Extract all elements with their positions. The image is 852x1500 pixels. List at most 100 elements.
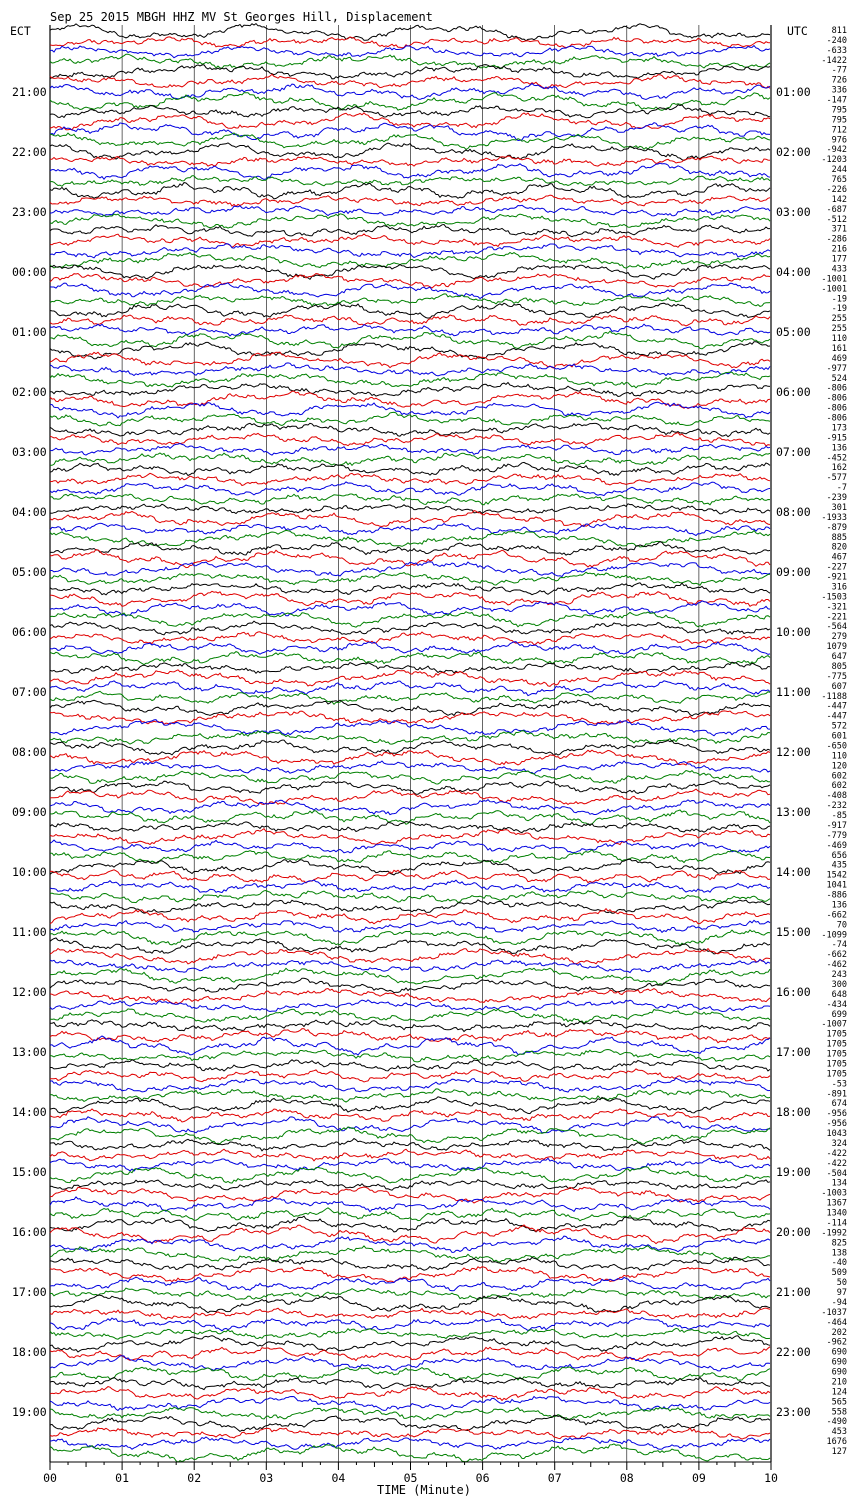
trace-offset-label: 1676 bbox=[827, 1437, 847, 1447]
trace-119 bbox=[49, 1207, 771, 1222]
trace-115 bbox=[49, 1166, 771, 1184]
trace-offset-label: -806 bbox=[827, 384, 847, 394]
trace-66 bbox=[49, 680, 771, 697]
trace-47 bbox=[49, 493, 771, 506]
trace-138 bbox=[49, 1395, 771, 1412]
trace-123 bbox=[49, 1245, 771, 1263]
trace-0 bbox=[49, 22, 771, 42]
trace-offset-label: -577 bbox=[827, 473, 847, 483]
trace-offset-label: 607 bbox=[832, 682, 847, 692]
chart-title: Sep 25 2015 MBGH HHZ MV St Georges Hill,… bbox=[50, 10, 433, 24]
trace-129 bbox=[49, 1307, 771, 1320]
left-hour-label: 04:00 bbox=[12, 505, 47, 519]
trace-offset-label: -650 bbox=[827, 741, 847, 751]
trace-45 bbox=[49, 472, 771, 487]
trace-96 bbox=[49, 977, 771, 994]
trace-offset-label: -77 bbox=[832, 66, 847, 76]
trace-offset-label: 811 bbox=[832, 26, 847, 36]
trace-64 bbox=[49, 661, 771, 675]
trace-15 bbox=[49, 175, 771, 187]
trace-42 bbox=[49, 442, 771, 456]
trace-4 bbox=[49, 64, 771, 80]
trace-offset-label: 690 bbox=[832, 1348, 847, 1358]
trace-offset-label: 648 bbox=[832, 990, 847, 1000]
trace-offset-label: 524 bbox=[832, 374, 847, 384]
trace-offset-label: -240 bbox=[827, 36, 847, 46]
trace-13 bbox=[49, 155, 771, 167]
right-hour-label: 21:00 bbox=[776, 1285, 811, 1299]
trace-9 bbox=[49, 112, 771, 131]
trace-offset-label: -94 bbox=[832, 1298, 847, 1308]
left-hour-label: 07:00 bbox=[12, 685, 47, 699]
trace-104 bbox=[50, 1059, 771, 1072]
trace-offset-label: -19 bbox=[832, 304, 847, 314]
right-hour-label: 16:00 bbox=[776, 985, 811, 999]
trace-offset-label: 1079 bbox=[827, 642, 847, 652]
trace-offset-label: 1041 bbox=[827, 881, 847, 891]
trace-offset-label: 136 bbox=[832, 443, 847, 453]
trace-offset-label: -19 bbox=[832, 294, 847, 304]
trace-18 bbox=[49, 204, 771, 217]
trace-offset-label: -434 bbox=[827, 1000, 847, 1010]
trace-5 bbox=[49, 73, 771, 90]
trace-35 bbox=[49, 371, 771, 389]
trace-offset-label: 124 bbox=[832, 1387, 847, 1397]
x-tick-label: 09 bbox=[692, 1471, 706, 1485]
trace-93 bbox=[49, 947, 771, 965]
right-hour-label: 06:00 bbox=[776, 385, 811, 399]
trace-offset-label: -504 bbox=[827, 1169, 847, 1179]
trace-54 bbox=[50, 561, 771, 578]
trace-offset-label: 138 bbox=[832, 1248, 847, 1258]
trace-124 bbox=[49, 1256, 771, 1271]
trace-67 bbox=[49, 690, 771, 706]
trace-65 bbox=[49, 669, 771, 687]
right-hour-label: 09:00 bbox=[776, 565, 811, 579]
left-hour-label: 15:00 bbox=[12, 1165, 47, 1179]
right-hour-label: 22:00 bbox=[776, 1345, 811, 1359]
left-hour-label: 22:00 bbox=[12, 145, 47, 159]
trace-offset-label: -422 bbox=[827, 1149, 847, 1159]
trace-offset-label: 1542 bbox=[827, 871, 847, 881]
trace-111 bbox=[49, 1126, 771, 1145]
trace-offset-label: -1422 bbox=[821, 56, 847, 66]
trace-7 bbox=[49, 92, 771, 111]
trace-offset-label: -956 bbox=[827, 1109, 847, 1119]
trace-107 bbox=[49, 1088, 771, 1103]
trace-50 bbox=[49, 522, 771, 537]
trace-88 bbox=[49, 899, 771, 914]
trace-offset-label: 601 bbox=[832, 732, 847, 742]
trace-offset-label: 136 bbox=[832, 900, 847, 910]
trace-offset-label: -633 bbox=[827, 46, 847, 56]
trace-offset-label: 1705 bbox=[827, 1069, 847, 1079]
trace-offset-label: -469 bbox=[827, 841, 847, 851]
left-hour-label: 14:00 bbox=[12, 1105, 47, 1119]
trace-58 bbox=[49, 600, 771, 617]
left-hour-label: 18:00 bbox=[12, 1345, 47, 1359]
trace-offset-label: 371 bbox=[832, 225, 847, 235]
trace-offset-label: -1099 bbox=[821, 930, 847, 940]
trace-offset-label: 1340 bbox=[827, 1209, 847, 1219]
trace-82 bbox=[49, 839, 771, 854]
trace-offset-label: -226 bbox=[827, 185, 847, 195]
trace-100 bbox=[49, 1019, 771, 1033]
trace-74 bbox=[49, 760, 771, 775]
trace-offset-label: 120 bbox=[832, 761, 847, 771]
trace-offset-label: -1001 bbox=[821, 274, 847, 284]
trace-offset-label: 602 bbox=[832, 781, 847, 791]
trace-offset-label: 70 bbox=[837, 920, 847, 930]
trace-offset-label: 244 bbox=[832, 165, 847, 175]
trace-55 bbox=[49, 571, 771, 586]
trace-offset-label: -221 bbox=[827, 612, 847, 622]
trace-3 bbox=[49, 53, 771, 70]
x-axis-title: TIME (Minute) bbox=[377, 1483, 471, 1497]
trace-102 bbox=[49, 1035, 771, 1056]
trace-offset-label: 1367 bbox=[827, 1199, 847, 1209]
right-hour-label: 17:00 bbox=[776, 1045, 811, 1059]
trace-offset-label: 825 bbox=[832, 1238, 847, 1248]
trace-offset-label: -286 bbox=[827, 235, 847, 245]
trace-105 bbox=[49, 1068, 771, 1083]
trace-84 bbox=[49, 858, 771, 876]
trace-125 bbox=[49, 1266, 771, 1283]
trace-11 bbox=[49, 132, 771, 151]
